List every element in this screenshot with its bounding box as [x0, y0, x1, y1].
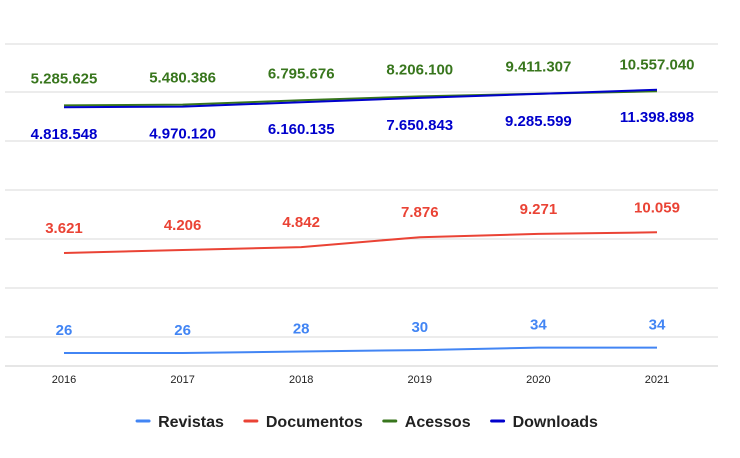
legend-label: Revistas	[158, 414, 224, 431]
legend-item-acessos: Acessos	[382, 414, 471, 431]
data-label: 34	[530, 317, 547, 334]
data-label: 9.285.599	[505, 113, 572, 130]
data-label: 4.970.120	[149, 126, 216, 143]
data-label: 6.160.135	[268, 121, 335, 138]
data-label: 28	[293, 321, 310, 338]
series-line-documentos	[63, 231, 658, 254]
data-label: 4.206	[164, 217, 202, 234]
data-label: 8.206.100	[386, 61, 453, 78]
data-label: 5.480.386	[149, 70, 216, 87]
data-label: 3.621	[45, 220, 83, 237]
legend-label: Documentos	[266, 414, 363, 431]
legend-item-documentos: Documentos	[243, 414, 363, 431]
x-tick-label: 2016	[52, 374, 76, 386]
x-tick-label: 2021	[645, 374, 669, 386]
x-tick-label: 2020	[526, 374, 550, 386]
data-label: 7.876	[401, 204, 439, 221]
legend-item-revistas: Revistas	[135, 414, 224, 431]
series-line-revistas	[64, 346, 657, 354]
data-label: 10.557.040	[619, 56, 694, 73]
data-label: 4.818.548	[31, 126, 98, 143]
data-label: 30	[411, 319, 428, 336]
legend-item-downloads: Downloads	[490, 414, 598, 431]
data-label: 26	[56, 322, 73, 339]
x-tick-label: 2017	[170, 374, 194, 386]
data-label: 11.398.898	[620, 109, 694, 126]
data-label: 4.842	[282, 214, 320, 231]
data-label: 5.285.625	[31, 70, 98, 87]
data-label: 26	[174, 322, 191, 339]
data-label: 9.411.307	[505, 59, 571, 76]
data-label: 34	[649, 317, 666, 334]
legend-label: Downloads	[513, 414, 598, 431]
legend-label: Acessos	[405, 414, 471, 431]
data-label: 9.271	[520, 201, 558, 218]
data-label: 10.059	[634, 199, 680, 216]
series-line-downloads	[63, 88, 658, 109]
data-label: 6.795.676	[268, 65, 335, 82]
x-tick-label: 2019	[408, 374, 432, 386]
data-label: 7.650.843	[386, 117, 453, 134]
x-tick-label: 2018	[289, 374, 313, 386]
